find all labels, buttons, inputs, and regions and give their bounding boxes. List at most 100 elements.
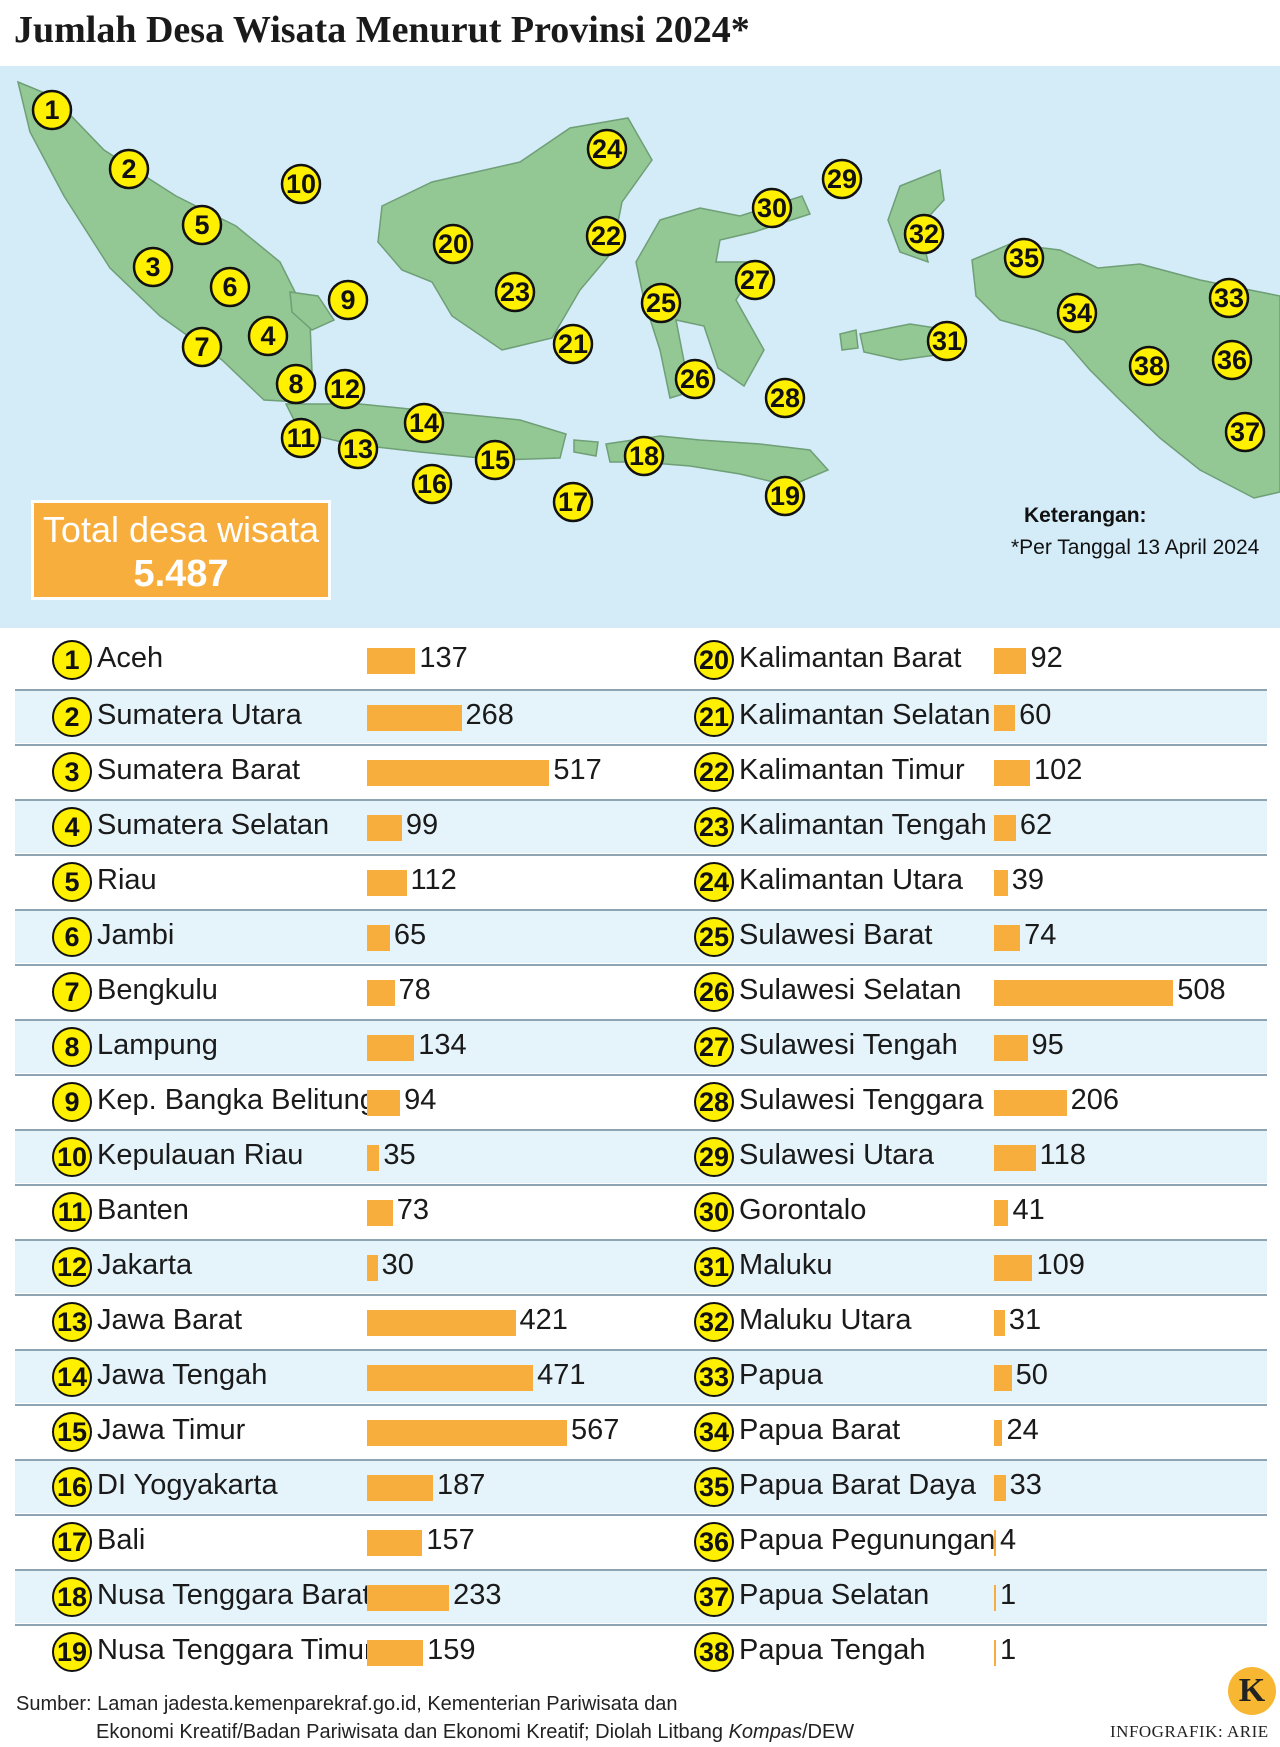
value-bar bbox=[367, 1420, 567, 1446]
province-number-badge: 1 bbox=[52, 640, 92, 680]
province-number-badge: 20 bbox=[694, 640, 734, 680]
province-number-badge: 24 bbox=[694, 862, 734, 902]
value-label: 99 bbox=[405, 809, 439, 841]
province-name: Nusa Tenggara Barat bbox=[97, 1579, 371, 1611]
credit-text: INFOGRAFIK: ARIE bbox=[1110, 1722, 1269, 1741]
source-line-2a: Ekonomi Kreatif/Badan Pariwisata dan Eko… bbox=[96, 1721, 729, 1743]
value-bar bbox=[994, 980, 1174, 1006]
province-name: Maluku Utara bbox=[739, 1304, 912, 1336]
map-marker-25: 25 bbox=[640, 282, 682, 324]
bangka-island bbox=[289, 291, 336, 331]
province-number-badge: 11 bbox=[52, 1192, 92, 1232]
table-row: 19 Nusa Tenggara Timur 159 38 Papua Tengah 1 bbox=[15, 1624, 1267, 1678]
date-note: *Per Tanggal 13 April 2024 bbox=[1011, 536, 1260, 559]
svg-text:12: 12 bbox=[330, 374, 360, 404]
province-name: Papua bbox=[739, 1359, 823, 1391]
map-marker-29: 29 bbox=[821, 158, 863, 200]
svg-text:15: 15 bbox=[480, 445, 510, 475]
table-row: 11 Banten 73 30 Gorontalo 41 bbox=[15, 1184, 1267, 1238]
svg-text:8: 8 bbox=[288, 369, 303, 399]
table-row: 5 Riau 112 24 Kalimantan Utara 39 bbox=[15, 854, 1267, 908]
value-label: 30 bbox=[381, 1249, 414, 1281]
map-marker-31: 31 bbox=[926, 320, 968, 362]
province-number-badge: 29 bbox=[694, 1137, 734, 1177]
value-label: 508 bbox=[1177, 974, 1226, 1006]
province-number-badge: 25 bbox=[694, 917, 734, 957]
table-row: 18 Nusa Tenggara Barat 233 37 Papua Selatan 1 bbox=[15, 1569, 1267, 1623]
province-name: Nusa Tenggara Timur bbox=[97, 1634, 374, 1666]
value-bar bbox=[367, 1640, 424, 1666]
province-number-badge: 6 bbox=[52, 917, 92, 957]
source-text: Sumber: Laman jadesta.kemenparekraf.go.i… bbox=[16, 1690, 854, 1746]
value-label: 109 bbox=[1036, 1249, 1085, 1281]
value-label: 118 bbox=[1039, 1139, 1086, 1171]
map-marker-3: 3 bbox=[132, 246, 174, 288]
province-name: Lampung bbox=[97, 1029, 218, 1061]
map-marker-10: 10 bbox=[280, 163, 322, 205]
value-bar bbox=[367, 925, 390, 951]
map-marker-18: 18 bbox=[623, 435, 665, 477]
value-label: 94 bbox=[404, 1084, 437, 1116]
value-bar bbox=[367, 1090, 401, 1116]
svg-text:2: 2 bbox=[121, 154, 136, 184]
value-bar bbox=[994, 1420, 1003, 1446]
province-number-badge: 19 bbox=[52, 1632, 92, 1672]
svg-text:36: 36 bbox=[1217, 345, 1247, 375]
svg-text:18: 18 bbox=[629, 441, 659, 471]
svg-text:38: 38 bbox=[1134, 351, 1164, 381]
indonesia-map: 1 2 3 4 5 6 7 8 9 10 11 12 13 14 15 16 1… bbox=[0, 66, 1280, 628]
svg-text:24: 24 bbox=[592, 134, 622, 164]
map-marker-26: 26 bbox=[674, 358, 716, 400]
province-name: Sumatera Barat bbox=[97, 754, 301, 786]
value-label: 471 bbox=[537, 1359, 586, 1391]
map-marker-30: 30 bbox=[751, 187, 793, 229]
value-label: 268 bbox=[465, 699, 514, 731]
province-name: Gorontalo bbox=[739, 1194, 867, 1226]
value-label: 102 bbox=[1033, 754, 1083, 786]
map-svg: 1 2 3 4 5 6 7 8 9 10 11 12 13 14 15 16 1… bbox=[16, 80, 1280, 523]
svg-text:9: 9 bbox=[340, 285, 355, 315]
map-marker-15: 15 bbox=[474, 439, 516, 481]
svg-text:26: 26 bbox=[680, 364, 710, 394]
province-name: Papua Tengah bbox=[739, 1634, 926, 1666]
svg-text:4: 4 bbox=[260, 321, 275, 351]
value-label: 1 bbox=[1000, 1579, 1017, 1611]
table-row: 15 Jawa Timur 567 34 Papua Barat 24 bbox=[15, 1404, 1267, 1458]
map-marker-27: 27 bbox=[734, 259, 776, 301]
province-number-badge: 30 bbox=[694, 1192, 734, 1232]
table-row: 4 Sumatera Selatan 99 23 Kalimantan Tengah 62 bbox=[15, 799, 1267, 853]
province-number-badge: 33 bbox=[694, 1357, 734, 1397]
map-markers: 1 2 3 4 5 6 7 8 9 10 11 12 13 14 15 16 1… bbox=[31, 89, 1266, 523]
map-marker-13: 13 bbox=[337, 428, 379, 470]
province-name: Sumatera Utara bbox=[97, 699, 302, 731]
province-number-badge: 15 bbox=[52, 1412, 92, 1452]
value-bar bbox=[994, 705, 1016, 731]
value-label: 33 bbox=[1009, 1469, 1042, 1501]
map-marker-32: 32 bbox=[903, 213, 945, 255]
value-bar bbox=[367, 815, 402, 841]
province-number-badge: 12 bbox=[52, 1247, 92, 1287]
value-bar bbox=[994, 1090, 1067, 1116]
source-line-2: Ekonomi Kreatif/Badan Pariwisata dan Eko… bbox=[16, 1718, 854, 1746]
value-bar bbox=[994, 1530, 996, 1556]
province-number-badge: 9 bbox=[52, 1082, 92, 1122]
table-row: 8 Lampung 134 27 Sulawesi Tengah 95 bbox=[15, 1019, 1267, 1073]
table-row: 7 Bengkulu 78 26 Sulawesi Selatan 508 bbox=[15, 964, 1267, 1018]
svg-text:16: 16 bbox=[417, 469, 447, 499]
value-bar bbox=[367, 1585, 450, 1611]
value-label: 187 bbox=[436, 1469, 486, 1501]
svg-text:1: 1 bbox=[44, 95, 59, 125]
province-name: Sulawesi Utara bbox=[739, 1139, 935, 1171]
value-label: 1 bbox=[1000, 1634, 1017, 1666]
value-label: 137 bbox=[419, 642, 468, 674]
kompas-logo: K bbox=[1228, 1667, 1276, 1715]
value-bar bbox=[994, 925, 1021, 951]
province-name: DI Yogyakarta bbox=[97, 1469, 278, 1501]
value-label: 134 bbox=[418, 1029, 467, 1061]
svg-text:22: 22 bbox=[591, 221, 621, 251]
map-marker-38: 38 bbox=[1128, 345, 1170, 387]
svg-text:35: 35 bbox=[1009, 243, 1039, 273]
value-bar bbox=[367, 1365, 534, 1391]
svg-text:3: 3 bbox=[145, 252, 160, 282]
map-marker-20: 20 bbox=[432, 223, 474, 265]
